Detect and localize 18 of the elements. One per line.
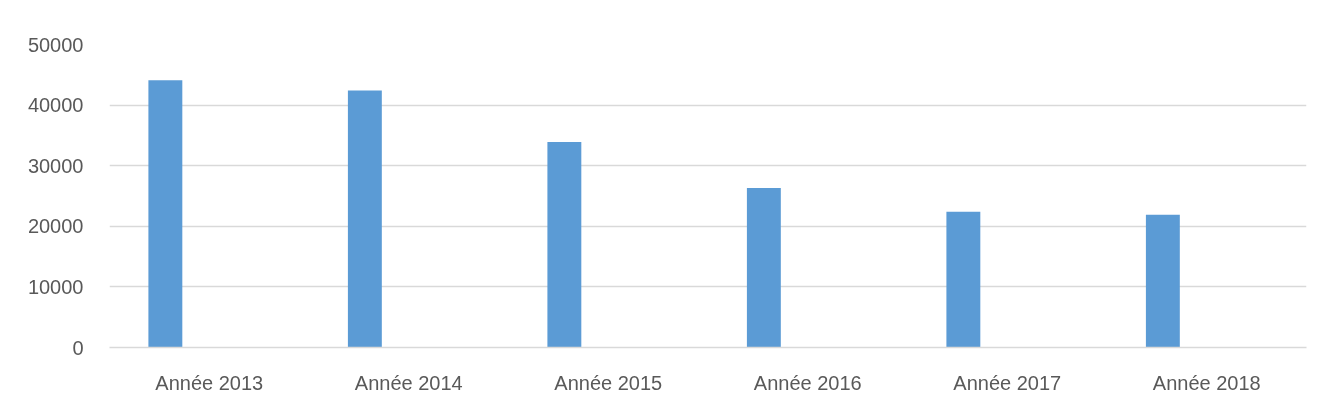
- x-tick-label: Année 2017: [953, 371, 1062, 394]
- bar: [547, 142, 582, 348]
- bar: [746, 188, 781, 348]
- y-tick-label: 10000: [27, 275, 84, 298]
- x-tick-label: Année 2018: [1152, 371, 1261, 394]
- y-tick-label: 30000: [27, 154, 84, 177]
- bar: [148, 80, 183, 348]
- x-tick-label: Année 2014: [354, 371, 463, 394]
- bar: [1145, 214, 1180, 348]
- y-tick-label: 40000: [27, 94, 84, 117]
- bar: [347, 90, 382, 348]
- x-tick-label: Année 2015: [554, 371, 663, 394]
- x-tick-label: Année 2013: [155, 371, 264, 394]
- y-tick-label: 50000: [27, 33, 84, 56]
- bar: [946, 211, 981, 348]
- x-tick-label: Année 2016: [753, 371, 862, 394]
- y-tick-label: 0: [72, 336, 84, 359]
- y-tick-label: 20000: [27, 215, 84, 238]
